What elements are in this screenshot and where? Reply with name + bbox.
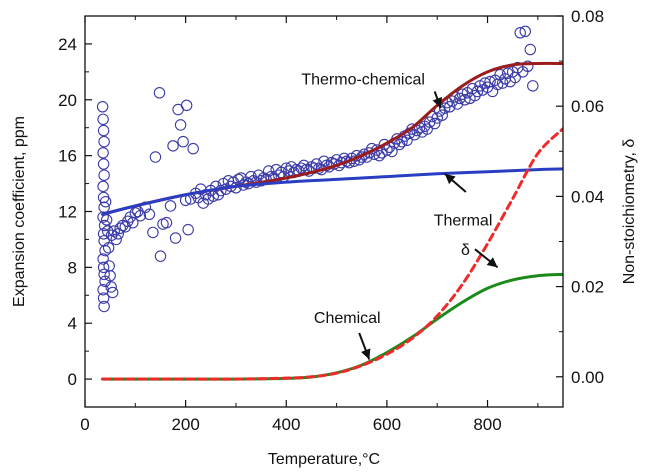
data-layer <box>96 25 563 381</box>
data-point <box>98 300 110 313</box>
y-tick-label: 12 <box>58 203 77 222</box>
annotation-label: δ <box>461 242 470 259</box>
y2-tick-label: 0.02 <box>571 278 604 297</box>
data-point <box>106 286 119 299</box>
annotation-label: Thermo-chemical <box>301 71 425 88</box>
data-point <box>147 226 159 239</box>
x-tick-label: 600 <box>373 415 401 434</box>
data-point <box>174 119 187 131</box>
plot-layer <box>96 25 563 381</box>
data-point <box>182 223 194 236</box>
data-point <box>164 200 177 212</box>
data-point <box>527 80 539 92</box>
data-point <box>143 208 156 221</box>
y-axis-title: Expansion coefficient, ppm <box>11 116 28 307</box>
y-tick-label: 4 <box>68 314 77 333</box>
y2-tick-label: 0.04 <box>571 187 604 206</box>
data-point <box>439 102 451 114</box>
series-line-2 <box>101 167 563 216</box>
data-point <box>187 142 199 155</box>
data-point <box>514 27 526 39</box>
data-point <box>99 244 111 257</box>
data-point <box>97 292 110 304</box>
data-point <box>97 211 109 223</box>
y-tick-label: 16 <box>58 147 77 166</box>
data-point <box>522 60 534 73</box>
data-point <box>444 101 456 113</box>
data-point <box>97 261 110 274</box>
data-point <box>381 144 393 156</box>
data-point <box>114 222 126 235</box>
data-point <box>401 134 413 147</box>
annotation-label: Chemical <box>314 310 381 327</box>
data-point <box>134 209 147 222</box>
data-point <box>98 135 110 148</box>
y2-tick-label: 0.00 <box>571 368 604 387</box>
data-point <box>98 169 110 181</box>
annotation-arrow-head <box>486 257 498 268</box>
data-point <box>110 233 122 246</box>
data-point <box>97 113 109 126</box>
data-point <box>97 158 110 170</box>
y-tick-label: 24 <box>58 35 77 54</box>
x-tick-label: 200 <box>171 415 199 434</box>
data-point <box>96 101 109 113</box>
y2-tick-label: 0.06 <box>571 97 604 116</box>
data-point <box>154 250 167 262</box>
data-point <box>97 180 109 193</box>
annotation-arrow-head <box>432 97 443 109</box>
data-point <box>97 124 110 137</box>
data-point <box>104 269 116 282</box>
axes-layer: 0 200 400 600 800 0 4 8 12 16 20 24 0.00 0.02 0.04 0.06… <box>58 7 604 434</box>
data-point <box>98 219 111 232</box>
x-tick-label: 400 <box>272 415 300 434</box>
x-tick-label: 800 <box>473 415 501 434</box>
y-tick-label: 20 <box>58 91 77 110</box>
data-point <box>428 117 441 130</box>
data-point <box>386 145 398 158</box>
series-line-4 <box>101 127 563 381</box>
data-point <box>436 109 448 121</box>
y2-axis-title: Non-stoichiometry, δ <box>621 139 638 285</box>
data-point <box>421 123 433 135</box>
y-tick-label: 8 <box>68 258 77 277</box>
data-point <box>98 268 110 281</box>
data-point <box>101 225 114 237</box>
annotation-arrow-head <box>444 173 456 185</box>
data-point <box>180 99 193 112</box>
data-point <box>102 242 115 254</box>
data-point <box>169 232 182 244</box>
data-point <box>97 253 109 265</box>
data-point <box>105 281 117 293</box>
y-tick-label: 0 <box>68 370 77 389</box>
data-point <box>471 85 484 98</box>
data-point <box>160 216 173 229</box>
x-tick-label: 0 <box>80 415 89 434</box>
x-axis-title: Temperature,°C <box>268 451 380 468</box>
data-point <box>97 147 109 159</box>
data-point <box>153 87 166 99</box>
data-point <box>373 149 386 162</box>
data-point <box>524 43 537 56</box>
annotation-label: Thermal <box>434 212 493 229</box>
data-point <box>100 214 113 226</box>
data-point <box>396 135 408 148</box>
data-point <box>519 25 532 38</box>
annotation-arrow-head <box>361 348 371 360</box>
data-point <box>459 94 471 106</box>
data-point <box>149 151 162 163</box>
data-point <box>167 140 179 152</box>
data-point <box>99 195 112 208</box>
y2-tick-label: 0.08 <box>571 7 604 26</box>
data-point <box>177 135 189 148</box>
